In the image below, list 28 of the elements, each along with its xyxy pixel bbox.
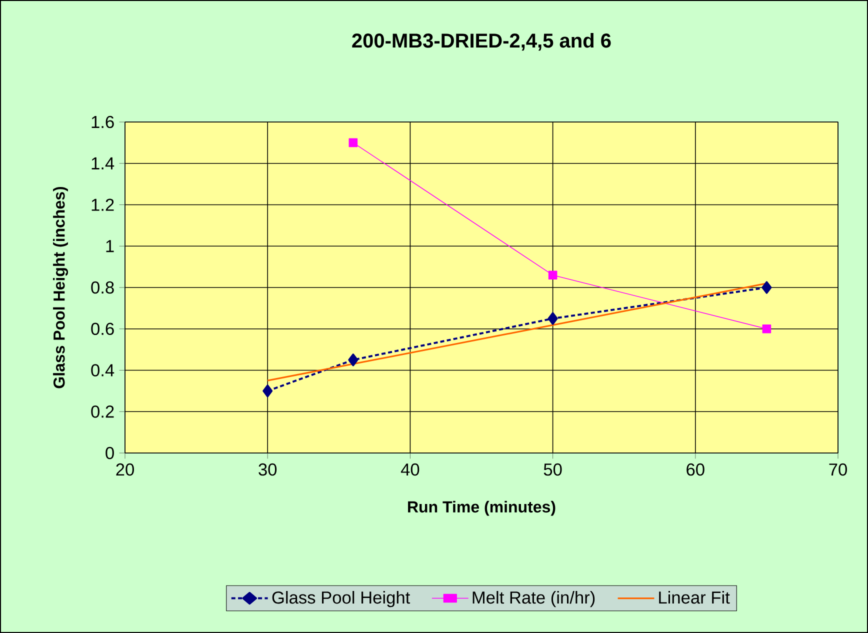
y-tick-label: 0.6 bbox=[91, 322, 114, 336]
point bbox=[762, 324, 772, 334]
chart-title: 200-MB3-DRIED-2,4,5 and 6 bbox=[352, 33, 611, 51]
point bbox=[262, 384, 273, 398]
y-tick-label: 1.2 bbox=[92, 198, 114, 211]
y-tick-label: 1.4 bbox=[92, 157, 114, 170]
legend-label: Linear Fit bbox=[659, 590, 730, 604]
legend-label: Glass Pool Height bbox=[272, 590, 410, 608]
point bbox=[548, 270, 558, 280]
y-tick-label: 0.2 bbox=[91, 405, 114, 418]
x-axis-title: Run Time (minutes) bbox=[408, 500, 556, 516]
y-tick-label: 1 bbox=[106, 240, 114, 252]
point bbox=[348, 138, 358, 148]
x-tick-label: 70 bbox=[829, 463, 847, 476]
y-tick-label: 0.8 bbox=[91, 281, 114, 294]
y-tick-label: 0 bbox=[106, 446, 114, 460]
x-tick-label: 30 bbox=[258, 463, 277, 476]
legend-label: Melt Rate (in/hr) bbox=[472, 590, 595, 608]
point bbox=[548, 312, 558, 325]
y-tick-label: 0.4 bbox=[91, 364, 114, 376]
y-tick-label: 1.6 bbox=[92, 116, 114, 128]
x-tick-label: 50 bbox=[544, 463, 562, 476]
x-tick-label: 20 bbox=[116, 463, 134, 476]
point bbox=[348, 354, 358, 366]
y-axis-title: Glass Pool Height (inches) bbox=[53, 186, 68, 388]
x-tick-label: 40 bbox=[400, 463, 420, 476]
x-tick-label: 60 bbox=[686, 463, 704, 476]
point bbox=[762, 281, 772, 294]
